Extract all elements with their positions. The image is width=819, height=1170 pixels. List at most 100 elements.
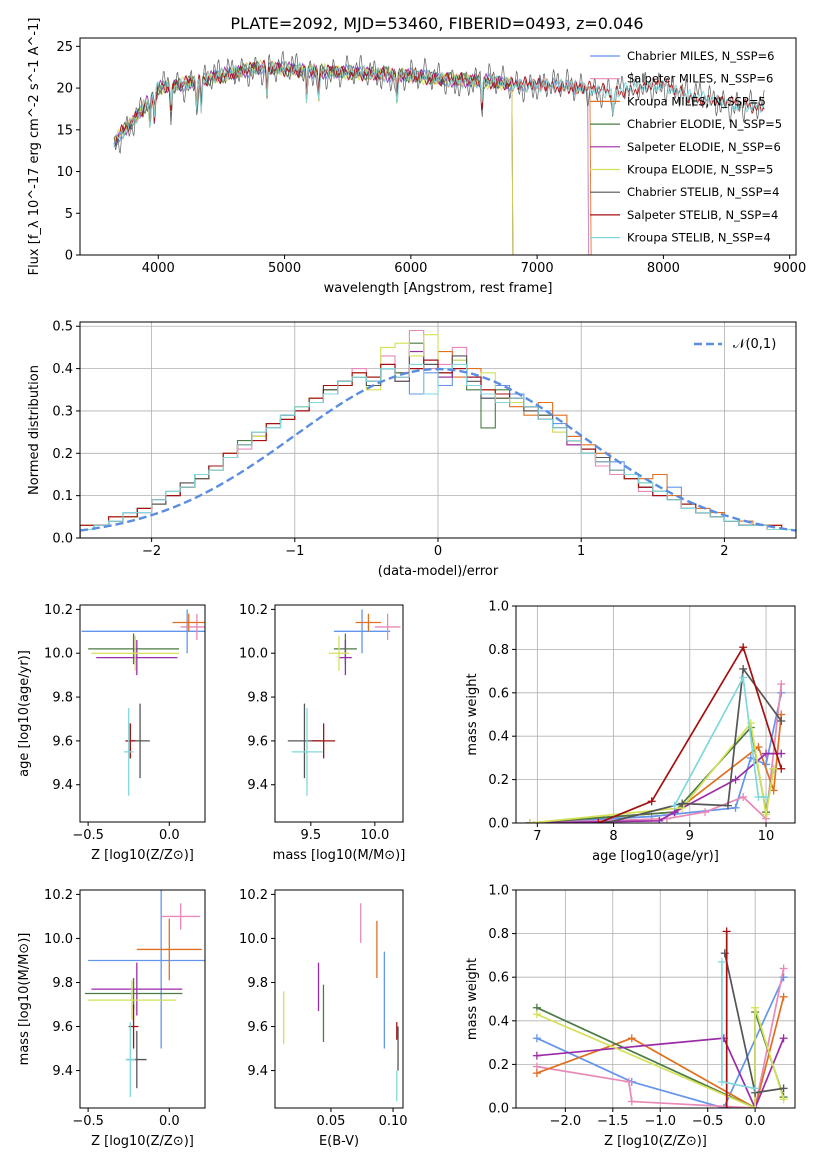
- errorbar-kroupa-elodie: [88, 980, 176, 1020]
- weight-marker-chabrier-stelib: [739, 664, 748, 673]
- x-tick-label: 9: [686, 829, 694, 844]
- weight-marker-kroupa-elodie: [525, 819, 534, 823]
- x-tick-label: 0: [434, 544, 442, 559]
- weight-line-salpeter-stelib: [597, 645, 783, 823]
- axes-frame: [79, 37, 797, 256]
- y-axis-label: Flux [f_λ 10^-17 erg cm^-2 s^-1 A^-1]: [27, 18, 42, 276]
- y-tick-label: 9.8: [52, 691, 73, 706]
- errorbar-chabrier-miles: [81, 609, 205, 654]
- axes-frame: [515, 889, 796, 1109]
- x-tick-label: 9000: [773, 261, 806, 276]
- y-tick-label: 20: [56, 82, 73, 97]
- panel-residual-histogram: −2 −1 0 1 2 0.0 0.1 0.2 0.3 0.4 0.5 (data-model)/er…: [27, 320, 797, 579]
- x-axis-label: wavelength [Angstrom, rest frame]: [324, 281, 553, 296]
- y-tick-label: 9.6: [247, 1020, 268, 1035]
- y-tick-label: 0.0: [488, 1102, 509, 1117]
- y-tick-label: 9.4: [52, 1064, 73, 1079]
- x-tick-label: 1: [577, 544, 585, 559]
- axes-frame: [274, 604, 404, 823]
- weight-marker-salpeter-stelib: [722, 1104, 731, 1108]
- weight-marker-kroupa-elodie: [751, 1003, 760, 1012]
- y-tick-label: 10: [56, 165, 73, 180]
- weight-marker-kroupa-miles: [532, 1069, 541, 1078]
- weight-marker-salpeter-elodie: [762, 749, 771, 758]
- plot-area: [283, 903, 399, 1102]
- y-tick-label: 25: [56, 40, 73, 55]
- weight-marker-kroupa-elodie: [762, 810, 771, 819]
- legend-label-kroupa-stelib: Kroupa STELIB, N_SSP=4: [627, 231, 771, 245]
- weight-marker-salpeter-elodie: [777, 749, 786, 758]
- panel-age-vs-Z: −0.5 0.0 9.4 9.6 9.8 10.0 10.2 Z [log10(Z/Z⊙)] a…: [17, 603, 206, 863]
- y-tick-label: 0.8: [488, 927, 509, 942]
- x-axis-label: Z [log10(Z/Z⊙)]: [91, 1134, 194, 1149]
- x-axis-label: Z [log10(Z/Z⊙)]: [91, 848, 194, 863]
- y-tick-label: 5: [65, 207, 73, 222]
- y-tick-label: 0.5: [52, 320, 73, 335]
- errorbar-kroupa-elodie: [91, 635, 180, 671]
- weight-line-kroupa-elodie: [536, 1007, 785, 1108]
- x-tick-label: −0.5: [692, 1114, 724, 1129]
- plot-area: [287, 609, 401, 796]
- errorbar-salpeter-miles: [374, 613, 401, 641]
- weight-marker-salpeter-stelib: [594, 819, 603, 823]
- errorbar-kroupa-stelib: [123, 708, 134, 796]
- weight-line-chabrier-elodie: [529, 725, 775, 823]
- spectrum-kroupa-stelib: [113, 60, 765, 148]
- errorbar-salpeter-elodie: [91, 962, 183, 1016]
- errorbar-chabrier-elodie: [88, 633, 180, 665]
- x-axis-label: Z [log10(Z/Z⊙)]: [604, 1134, 707, 1149]
- weight-marker-chabrier-miles: [532, 1034, 541, 1043]
- errorbar-salpeter-miles: [161, 903, 201, 930]
- errorbar-salpeter-miles: [180, 613, 205, 641]
- y-tick-label: 9.6: [52, 734, 73, 749]
- y-tick-label: 9.4: [52, 778, 73, 793]
- y-tick-label: 0.4: [488, 1014, 509, 1029]
- legend-label-normal: 𝒩(0,1): [733, 337, 776, 352]
- weight-marker-chabrier-stelib: [720, 949, 729, 958]
- y-tick-label: 0: [65, 249, 73, 264]
- weight-marker-kroupa-elodie: [751, 1104, 760, 1108]
- legend-label-chabrier-miles: Chabrier MILES, N_SSP=6: [627, 49, 774, 63]
- x-tick-label: −2.0: [550, 1114, 582, 1129]
- y-tick-label: 9.8: [52, 976, 73, 991]
- y-tick-label: 0.3: [52, 404, 73, 419]
- y-tick-label: 10.2: [239, 888, 268, 903]
- normal-curve: [80, 367, 796, 532]
- y-tick-label: 15: [56, 123, 73, 138]
- x-tick-label: 0.05: [316, 1114, 345, 1129]
- weight-marker-salpeter-elodie: [532, 1051, 541, 1060]
- weight-marker-kroupa-elodie: [746, 719, 755, 728]
- x-tick-label: 4000: [142, 261, 175, 276]
- errorbar-salpeter-stelib: [125, 723, 136, 759]
- panel-mass-weight-vs-age: 7 8 9 10 0.0 0.2 0.4 0.6 0.8 1.0 age [log10(age/yr…: [465, 600, 796, 864]
- weight-marker-kroupa-stelib: [751, 1084, 760, 1093]
- x-tick-label: 6000: [394, 261, 427, 276]
- y-tick-label: 0.4: [488, 730, 509, 745]
- y-tick-label: 9.8: [247, 976, 268, 991]
- x-tick-label: 7: [533, 829, 541, 844]
- errorbar-salpeter-elodie: [96, 640, 178, 676]
- legend-label-kroupa-miles: Kroupa MILES, N_SSP=5: [627, 94, 766, 108]
- errorbar-kroupa-elodie: [328, 635, 350, 671]
- panel-mass-vs-EBV: 0.05 0.10 9.4 9.6 9.8 10.0 10.2 E(B-V): [239, 888, 407, 1149]
- x-tick-label: −0.5: [72, 1114, 104, 1129]
- y-tick-label: 10.2: [44, 888, 73, 903]
- x-tick-label: −1: [285, 544, 304, 559]
- y-tick-label: 0.4: [52, 362, 73, 377]
- weight-marker-salpeter-miles: [624, 1077, 633, 1086]
- weight-line-salpeter-miles: [529, 684, 783, 823]
- y-tick-label: 0.2: [488, 773, 509, 788]
- y-tick-label: 0.0: [52, 532, 73, 547]
- y-tick-label: 1.0: [488, 600, 509, 615]
- errorbar-salpeter-stelib: [312, 723, 336, 759]
- x-tick-label: 2: [720, 544, 728, 559]
- legend-label-salpeter-elodie: Salpeter ELODIE, N_SSP=6: [627, 140, 781, 154]
- weight-marker-salpeter-stelib: [777, 764, 786, 773]
- x-tick-label: 10.0: [360, 828, 389, 843]
- x-axis-label: mass [log10(M/M⊙)]: [273, 848, 406, 863]
- y-tick-label: 10.0: [44, 932, 73, 947]
- panels: 4000 5000 6000 7000 8000 90000510152025wavele…: [17, 18, 806, 1149]
- y-axis-label: mass [log10(M/M⊙)]: [17, 933, 32, 1066]
- errorbar-kroupa-miles: [172, 613, 205, 632]
